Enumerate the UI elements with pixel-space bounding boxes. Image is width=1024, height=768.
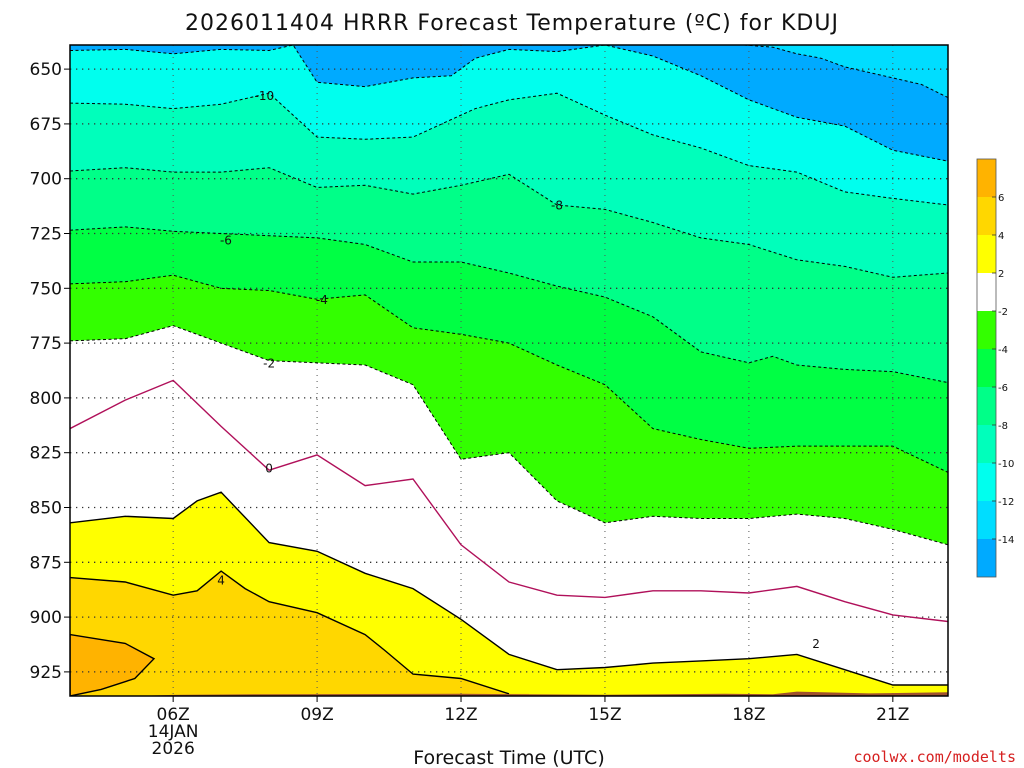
isotherm-label-2: 2: [812, 637, 820, 651]
isotherm--2: [70, 325, 948, 546]
isotherm-label-4: 4: [217, 573, 225, 587]
x-tick-year-label: 2026: [152, 739, 195, 759]
colorbar-label--6: -6: [998, 383, 1008, 394]
isotherm-label--10: -10: [255, 89, 275, 103]
isotherm--12: [70, 45, 948, 162]
ground-surface: [134, 691, 948, 696]
colorbar-label-6: 6: [998, 193, 1004, 204]
isotherm--10: [70, 92, 948, 206]
y-tick-label-925: 925: [30, 663, 62, 683]
y-tick-label-700: 700: [30, 170, 62, 190]
y-tick-label-875: 875: [30, 553, 62, 573]
x-tick-label-21Z: 21Z: [876, 705, 909, 725]
x-tick-label-18Z: 18Z: [732, 705, 765, 725]
isotherm-label--8: -8: [551, 199, 563, 213]
isotherm-label--6: -6: [220, 234, 232, 248]
chart-title: 2026011404 HRRR Forecast Temperature (ºC…: [185, 11, 839, 36]
colorbar-label--2: -2: [998, 307, 1008, 318]
colorbar-frame: [976, 158, 997, 578]
isotherm-label--2: -2: [263, 356, 275, 370]
colorbar-segment-8: [977, 159, 996, 197]
y-tick-label-900: 900: [30, 608, 62, 628]
temperature-fill-bands: [70, 45, 948, 696]
isotherm-2: [70, 491, 948, 686]
isotherm--6: [70, 226, 948, 384]
y-tick-label-825: 825: [30, 444, 62, 464]
colorbar-segment--8: [977, 425, 996, 463]
x-tick-label-09Z: 09Z: [300, 705, 333, 725]
colorbar-segment--4: [977, 349, 996, 387]
y-tick-label-850: 850: [30, 498, 62, 518]
y-tick-label-800: 800: [30, 389, 62, 409]
colorbar-segment--6: [977, 387, 996, 425]
isotherm-label--4: -4: [316, 293, 328, 307]
colorbar-segment-4: [977, 235, 996, 273]
isotherm--4: [70, 274, 948, 473]
y-axis: 650 675 700 725 750 775 800 825 850 875 900 925: [30, 60, 70, 683]
y-tick-label-725: 725: [30, 225, 62, 245]
x-tick-label-12Z: 12Z: [444, 705, 477, 725]
isotherm--8: [70, 167, 948, 278]
x-tick-label-06Z: 06Z: [157, 705, 190, 725]
colorbar-segment-6: [977, 197, 996, 235]
x-tick-date-label: 14JAN: [148, 722, 199, 742]
colorbar-label-4: 4: [998, 231, 1004, 242]
y-tick-label-775: 775: [30, 334, 62, 354]
colorbar-segment--10: [977, 463, 996, 501]
y-tick-label-675: 675: [30, 115, 62, 135]
colorbar-label--10: -10: [998, 459, 1014, 470]
colorbar-label--4: -4: [998, 345, 1008, 356]
credit-text: coolwx.com/modelts: [853, 748, 1016, 766]
colorbar-label-2: 2: [998, 269, 1004, 280]
colorbar-label--12: -12: [998, 497, 1014, 508]
isotherm-labels: -10 -8 -6 -4 -2 0 2 4: [217, 89, 820, 651]
colorbar-legend: 6 4 2 -2 -4 -6 -8 -10 -12 -14: [976, 158, 1014, 578]
x-axis-label: Forecast Time (UTC): [413, 747, 604, 768]
plot-frame: [69, 44, 949, 697]
colorbar-segment--12: [977, 501, 996, 539]
isotherm--14: [744, 45, 948, 99]
isotherm-4: [70, 570, 510, 695]
x-tick-label-15Z: 15Z: [588, 705, 621, 725]
isotherm-0: [70, 379, 948, 623]
colorbar-label--8: -8: [998, 421, 1008, 432]
ground-fill: [134, 691, 948, 696]
band-4-to-6: [70, 571, 529, 696]
band-minus14-to-minus12: [744, 45, 948, 98]
y-tick-label-650: 650: [30, 60, 62, 80]
isotherm-lines: [70, 45, 948, 696]
colorbar-label--14: -14: [998, 535, 1014, 546]
colorbar-segment-2: [977, 273, 996, 311]
y-tick-label-750: 750: [30, 279, 62, 299]
colorbar-segment--2: [977, 311, 996, 349]
colorbar-segment--14: [977, 539, 996, 577]
band-6-to-8: [70, 634, 154, 696]
isotherm-6: [70, 633, 156, 696]
isotherm-label-0: 0: [265, 462, 273, 476]
